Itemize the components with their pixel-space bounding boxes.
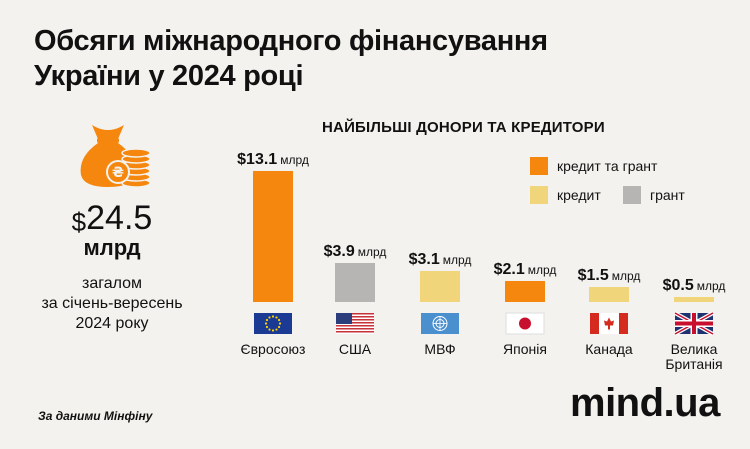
value-amount-3: $2.1 bbox=[494, 261, 525, 278]
legend-swatch-credit-and-grant bbox=[530, 157, 548, 175]
value-amount-1: $3.9 bbox=[324, 243, 355, 260]
category-label-1: США bbox=[339, 341, 372, 357]
chart-title: НАЙБІЛЬШІ ДОНОРИ ТА КРЕДИТОРИ bbox=[322, 119, 605, 136]
value-unit-5: млрд bbox=[697, 279, 726, 293]
bar-3 bbox=[505, 281, 545, 302]
value-label-1: $3.9 млрд bbox=[324, 243, 387, 260]
value-amount-5: $0.5 bbox=[663, 277, 694, 294]
svg-text:₴: ₴ bbox=[112, 165, 124, 181]
legend-label-credit-and-grant: кредит та грант bbox=[557, 158, 658, 174]
bar-2 bbox=[420, 271, 460, 302]
bar-1 bbox=[335, 263, 375, 302]
value-unit-2: млрд bbox=[443, 253, 472, 267]
uk-flag-icon bbox=[674, 311, 714, 336]
value-unit-4: млрд bbox=[612, 269, 641, 283]
total-amount: 24.5 bbox=[86, 199, 153, 237]
legend-swatch-credit bbox=[530, 186, 548, 204]
usa-flag-icon bbox=[336, 313, 374, 334]
category-label-3: Японія bbox=[503, 341, 547, 357]
source-note: За даними Мінфіну bbox=[38, 409, 153, 423]
category-label-4: Канада bbox=[585, 341, 633, 357]
canada-flag-icon bbox=[590, 313, 628, 334]
total-unit: млрд bbox=[83, 235, 141, 260]
total-desc-line-1: загалом bbox=[81, 275, 143, 292]
title-line-1: Обсяги міжнародного фінансування bbox=[34, 25, 548, 57]
money-bag-icon: ₴ bbox=[80, 125, 151, 188]
total-value: $24.5 bbox=[30, 199, 194, 237]
total-description: загалом за січень-вересень 2024 року bbox=[30, 274, 194, 334]
value-unit-1: млрд bbox=[358, 245, 387, 259]
page-title: Обсяги міжнародного фінансування України… bbox=[34, 24, 548, 94]
imf-logo-icon bbox=[421, 313, 459, 334]
value-unit-3: млрд bbox=[528, 263, 557, 277]
value-label-3: $2.1 млрд bbox=[494, 261, 557, 278]
value-label-4: $1.5 млрд bbox=[578, 267, 641, 284]
total-currency: $ bbox=[71, 207, 87, 237]
eu-flag-icon bbox=[254, 313, 292, 334]
value-amount-0: $13.1 bbox=[237, 151, 277, 168]
total-block: $24.5 млрд загалом за січень-вересень 20… bbox=[30, 200, 194, 334]
legend-label-credit: кредит bbox=[557, 187, 601, 203]
total-desc-line-3: 2024 року bbox=[75, 315, 149, 332]
legend-label-grant: грант bbox=[650, 187, 685, 203]
total-desc-line-2: за січень-вересень bbox=[41, 295, 183, 312]
bar-5 bbox=[674, 297, 714, 302]
japan-flag-icon bbox=[505, 312, 545, 335]
legend-swatch-grant bbox=[623, 186, 641, 204]
value-amount-2: $3.1 bbox=[409, 251, 440, 268]
category-label-5: Велика Британія bbox=[665, 341, 722, 372]
bar-4 bbox=[589, 287, 629, 302]
value-amount-4: $1.5 bbox=[578, 267, 609, 284]
title-line-2: України у 2024 році bbox=[34, 60, 304, 92]
category-label-0: Євросоюз bbox=[241, 341, 306, 357]
mind-ua-logo: mind.ua bbox=[570, 381, 720, 425]
value-label-5: $0.5 млрд bbox=[663, 277, 726, 294]
bar-0 bbox=[253, 171, 293, 302]
value-label-2: $3.1 млрд bbox=[409, 251, 472, 268]
value-label-0: $13.1 млрд bbox=[237, 151, 309, 168]
category-label-2: МВФ bbox=[424, 341, 455, 357]
value-unit-0: млрд bbox=[280, 153, 309, 167]
